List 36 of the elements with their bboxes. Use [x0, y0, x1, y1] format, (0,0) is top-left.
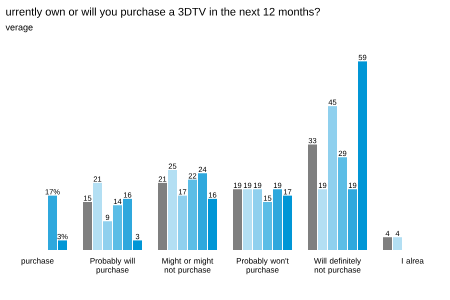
- bar: [233, 189, 242, 250]
- bar: [133, 240, 142, 250]
- bar: [308, 144, 318, 250]
- x-tick-label: Probably will purchase: [90, 258, 135, 274]
- bar: [188, 180, 197, 250]
- bar: [338, 157, 348, 250]
- bar: [158, 182, 167, 250]
- bar: [283, 196, 292, 250]
- bar: [178, 196, 188, 250]
- bar: [48, 196, 57, 250]
- bar: [358, 61, 368, 250]
- bar: [113, 205, 122, 250]
- bar: [168, 170, 177, 250]
- x-tick-label: purchase: [22, 258, 54, 266]
- bar: [318, 189, 327, 250]
- bar: [348, 189, 358, 250]
- x-tick-label: Might or might not purchase: [162, 258, 214, 274]
- bar: [243, 189, 252, 250]
- x-tick-label: Probably won't purchase: [236, 258, 289, 274]
- bar: [383, 237, 392, 250]
- bar: [253, 189, 262, 250]
- bar: [393, 237, 402, 250]
- bar: [58, 240, 67, 250]
- x-tick-label: I alrea: [402, 258, 424, 264]
- bar: [123, 198, 132, 250]
- bar: [198, 173, 208, 250]
- chart-title: urrently own or will you purchase a 3DTV in the next 12 months?: [6, 8, 320, 18]
- bar: [83, 202, 92, 250]
- bar: [328, 106, 338, 250]
- bar: [208, 198, 217, 250]
- bar: [93, 182, 102, 250]
- chart-subtitle: verage: [6, 26, 33, 32]
- bar: [103, 221, 112, 250]
- x-tick-label: Will definitely not purchase: [314, 258, 362, 274]
- bar: [263, 202, 272, 250]
- bar: [273, 189, 282, 250]
